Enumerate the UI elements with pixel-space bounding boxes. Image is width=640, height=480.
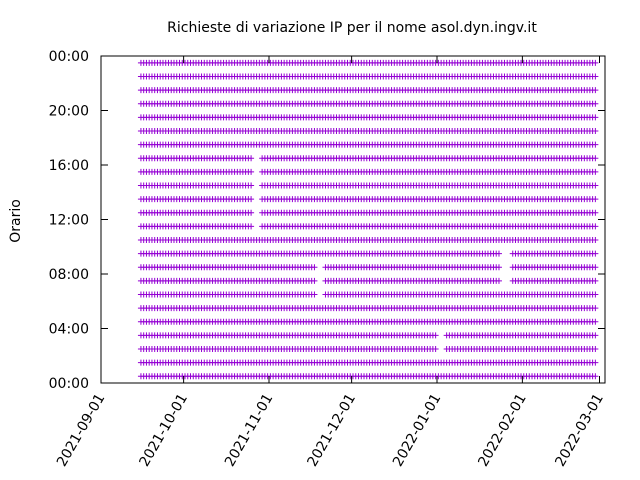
y-axis-ticks: 00:00 04:00 08:00 12:00 16:00 20:00 00:00: [49, 49, 605, 392]
y-tick-label: 20:00: [49, 104, 89, 120]
data-point: [592, 264, 599, 271]
data-point: [592, 168, 599, 175]
data-point: [248, 155, 255, 162]
y-tick-label: 00:00: [49, 376, 89, 392]
data-point: [592, 155, 599, 162]
data-point: [495, 264, 502, 271]
data-point: [592, 114, 599, 121]
x-tick-label: 2022-01-01: [390, 391, 445, 469]
data-point: [592, 209, 599, 216]
y-tick-label: 16:00: [49, 158, 89, 174]
data-point: [592, 332, 599, 339]
x-tick-label: 2021-11-01: [222, 391, 277, 469]
data-point: [592, 127, 599, 134]
data-point: [311, 277, 318, 284]
y-tick-label: 00:00: [49, 49, 89, 65]
data-point: [592, 250, 599, 257]
x-tick-label: 2021-12-01: [305, 391, 360, 469]
data-points: [137, 59, 599, 380]
data-point: [592, 87, 599, 94]
data-point: [592, 291, 599, 298]
data-point: [592, 223, 599, 230]
y-tick-label: 08:00: [49, 267, 89, 283]
data-point: [592, 359, 599, 366]
data-point: [495, 250, 502, 257]
data-point: [248, 209, 255, 216]
data-point: [592, 141, 599, 148]
data-point: [592, 100, 599, 107]
data-point: [592, 277, 599, 284]
x-tick-label: 2021-09-01: [54, 391, 109, 469]
y-tick-label: 04:00: [49, 322, 89, 338]
data-point: [248, 223, 255, 230]
y-tick-label: 12:00: [49, 213, 89, 229]
data-point: [592, 59, 599, 66]
data-point: [592, 196, 599, 203]
data-point: [248, 196, 255, 203]
chart-title: Richieste di variazione IP per il nome a…: [167, 20, 537, 36]
data-point: [592, 236, 599, 243]
data-point: [592, 345, 599, 352]
x-tick-label: 2021-10-01: [137, 391, 192, 469]
data-point: [592, 373, 599, 380]
data-point: [432, 332, 439, 339]
data-point: [592, 305, 599, 312]
data-point: [592, 182, 599, 189]
data-point: [592, 73, 599, 80]
data-point: [248, 168, 255, 175]
data-point: [248, 182, 255, 189]
data-point: [311, 264, 318, 271]
data-point: [311, 291, 318, 298]
x-tick-label: 2022-03-01: [552, 391, 607, 469]
data-point: [432, 345, 439, 352]
x-tick-label: 2022-02-01: [475, 391, 530, 469]
y-axis-label: Orario: [8, 199, 24, 243]
data-point: [495, 277, 502, 284]
data-point: [592, 318, 599, 325]
